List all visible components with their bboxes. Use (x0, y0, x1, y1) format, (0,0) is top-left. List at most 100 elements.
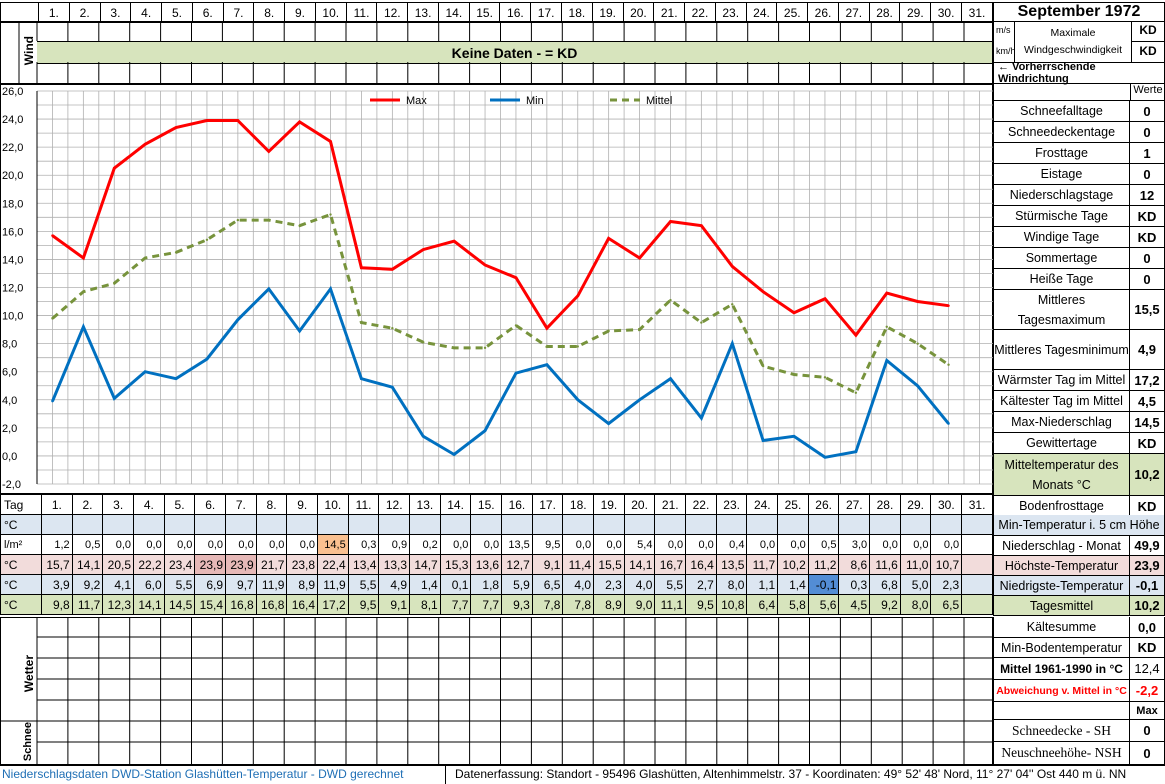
table-cell: 10,2 (777, 554, 809, 575)
empty-cell (133, 514, 165, 535)
lower-row: Schneedecke - SH 0 (993, 720, 1165, 742)
unit-ms: m/s (996, 25, 1011, 35)
empty-cell (41, 514, 73, 535)
data-point-mittel (607, 329, 610, 333)
table-cell: 8,9 (593, 594, 625, 615)
data-point-max (576, 294, 579, 298)
table-cell: 4,0 (562, 574, 595, 595)
day-header: 23. (714, 2, 747, 23)
data-point-mittel (267, 218, 270, 222)
max-wind-box: m/s km/h Maximale Windgeschwindigkeit KD… (993, 21, 1165, 63)
lower-label: Min-Bodentemperatur (994, 638, 1130, 657)
empty-cell (71, 514, 104, 535)
empty-cell (899, 514, 932, 535)
table-cell: 2,7 (685, 574, 717, 595)
day-header: 31. (961, 494, 993, 515)
table-cell: 16,8 (255, 594, 288, 615)
table-cell: 11,9 (255, 574, 288, 595)
day-header: 26. (807, 2, 839, 23)
stat-value: 12 (1139, 187, 1155, 203)
table-cell: 0,0 (899, 534, 932, 555)
empty-cell (685, 514, 717, 535)
day-header: 20. (623, 494, 656, 515)
stat-label: Kältester Tag im Mittel (994, 391, 1130, 411)
day-header: 1. (38, 2, 70, 23)
data-point-max (731, 265, 734, 268)
empty-cell (807, 514, 840, 535)
day-header: 30. (930, 494, 963, 515)
day-header: 21. (653, 2, 686, 23)
data-point-min (422, 435, 425, 438)
empty-cell (102, 514, 135, 535)
table-cell: 8,9 (286, 574, 319, 595)
wind-grid (18, 21, 965, 84)
data-point-mittel (792, 373, 796, 376)
table-cell: 5,5 (163, 574, 196, 595)
series-line-min (51, 285, 950, 459)
day-header: 30. (930, 2, 962, 23)
day-header: 10. (314, 2, 347, 23)
data-point-max (483, 263, 487, 267)
table-cell: 20,5 (102, 554, 135, 575)
month-title: September 1972 (1017, 3, 1141, 20)
precip-row: l/m² 1,2 0,5 0,0 0,0 0,0 0,0 0,0 0,0 0,0 14,5 0,3 0,… (0, 534, 993, 555)
legend-label: Mittel (646, 95, 672, 107)
table-cell: 0,3 (347, 534, 380, 555)
table-cell: 0,0 (439, 534, 472, 555)
data-point-min (236, 318, 240, 321)
table-cell: 0,5 (71, 534, 104, 555)
day-header: 14. (439, 494, 472, 515)
stat-label: Schneedeckentage (994, 122, 1130, 142)
summary-value: 49,9 (1134, 538, 1160, 553)
data-point-max (916, 300, 919, 303)
data-point-max (174, 126, 178, 129)
table-cell: 4,9 (378, 574, 411, 595)
empty-cell (715, 514, 748, 535)
data-point-min (700, 416, 703, 420)
footer: Niederschlagsdaten DWD-Station Glashütte… (0, 765, 1165, 784)
empty-cell (531, 514, 564, 535)
table-cell: 9,7 (225, 574, 257, 595)
stat-row: Eistage 0 (993, 164, 1165, 185)
day-header: 1. (41, 494, 73, 515)
stat-value: KD (1137, 229, 1157, 245)
table-cell: 8,6 (838, 554, 871, 575)
data-point-mittel (885, 325, 888, 328)
table-cell: 9,3 (501, 594, 533, 615)
day-header: 24. (746, 494, 779, 515)
day-header-table: 1. 2. 3. 4. 5. 6. 7. 8. 9. 10. 11. 12. 13. 14. 15. 16. 1… (0, 2, 994, 23)
corner-cell (0, 2, 39, 23)
top-day-row: 1. 2. 3. 4. 5. 6. 7. 8. 9. 10. 11. 12. 13. 14. 15. 16. 1… (0, 2, 994, 23)
data-point-mittel (947, 363, 950, 366)
table-cell: 6,0 (133, 574, 165, 595)
y-tick-label: 0,0 (2, 451, 17, 463)
data-point-mittel (205, 238, 209, 241)
stat-row: Gewittertage KD (993, 433, 1165, 454)
day-header: 31. (960, 2, 994, 23)
wind-section (0, 21, 993, 84)
stat-value: 4,9 (1137, 342, 1157, 357)
table-cell: 6,8 (869, 574, 901, 595)
summary-value: -0,1 (1135, 578, 1159, 593)
day-header: 6. (194, 494, 227, 515)
footer-left: Niederschlagsdaten DWD-Station Glashütte… (2, 767, 404, 781)
row-unit: °C (0, 594, 42, 615)
data-point-min (360, 377, 363, 380)
month-title-box: September 1972 (993, 2, 1165, 22)
divider (1130, 83, 1131, 100)
data-point-max (514, 276, 518, 279)
table-cell: 11,6 (869, 554, 901, 575)
table-cell: 11,7 (746, 554, 779, 575)
empty-cell (961, 534, 993, 555)
chart-border (0, 84, 993, 494)
data-point-min (391, 385, 394, 389)
day-header: 15. (468, 2, 501, 23)
data-point-max (298, 120, 301, 124)
divider (445, 766, 446, 784)
day-header: 14. (437, 2, 470, 23)
data-point-mittel (916, 342, 919, 345)
table-cell: 0,0 (869, 534, 901, 555)
lower-label: Neuschneehöhe- NSH (994, 742, 1130, 764)
table-cell: 11,0 (899, 554, 932, 575)
table-cell: 16,8 (225, 594, 257, 615)
